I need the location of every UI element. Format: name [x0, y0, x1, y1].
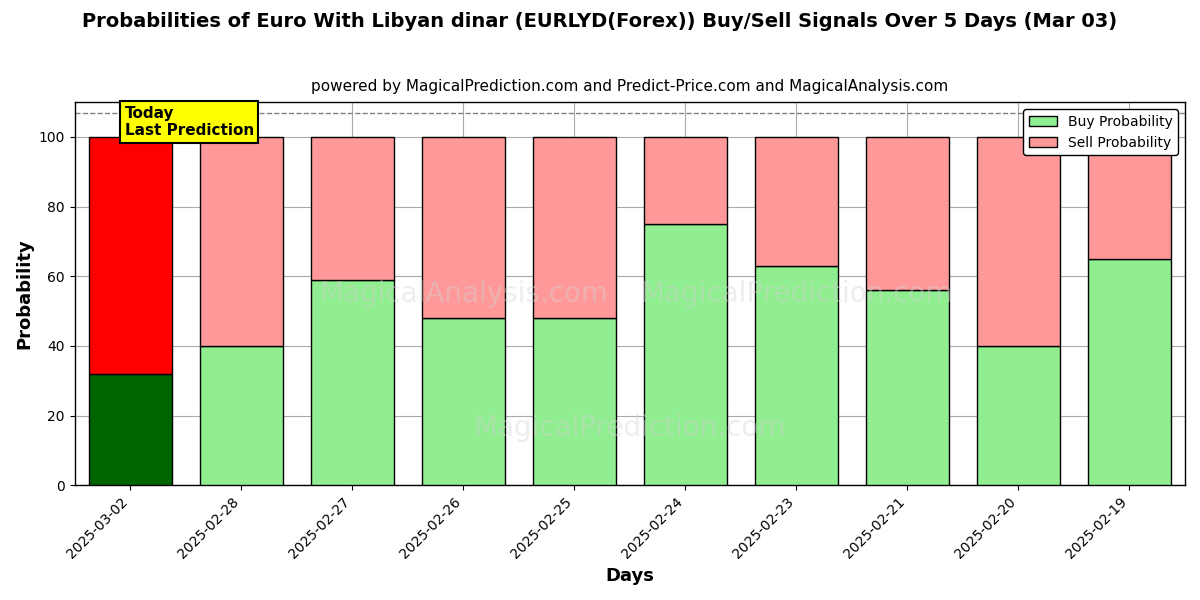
Bar [865, 290, 949, 485]
Bar [199, 346, 283, 485]
Bar [1088, 137, 1171, 259]
Bar [977, 137, 1060, 346]
Bar [421, 137, 505, 318]
Bar [311, 280, 394, 485]
Bar [199, 137, 283, 346]
Bar [643, 137, 727, 224]
Bar [865, 137, 949, 290]
Bar [89, 374, 172, 485]
Bar [977, 346, 1060, 485]
X-axis label: Days: Days [605, 567, 654, 585]
Text: MagicalPrediction.com: MagicalPrediction.com [474, 414, 786, 442]
Bar [421, 318, 505, 485]
Y-axis label: Probability: Probability [16, 238, 34, 349]
Bar [89, 137, 172, 374]
Text: MagicalAnalysis.com: MagicalAnalysis.com [319, 280, 607, 308]
Text: Probabilities of Euro With Libyan dinar (EURLYD(Forex)) Buy/Sell Signals Over 5 : Probabilities of Euro With Libyan dinar … [83, 12, 1117, 31]
Text: MagicalPrediction.com: MagicalPrediction.com [640, 280, 953, 308]
Legend: Buy Probability, Sell Probability: Buy Probability, Sell Probability [1024, 109, 1178, 155]
Bar [643, 224, 727, 485]
Text: Today
Last Prediction: Today Last Prediction [125, 106, 254, 138]
Title: powered by MagicalPrediction.com and Predict-Price.com and MagicalAnalysis.com: powered by MagicalPrediction.com and Pre… [311, 79, 948, 94]
Bar [755, 137, 838, 266]
Bar [755, 266, 838, 485]
Bar [533, 318, 616, 485]
Bar [533, 137, 616, 318]
Bar [311, 137, 394, 280]
Bar [1088, 259, 1171, 485]
